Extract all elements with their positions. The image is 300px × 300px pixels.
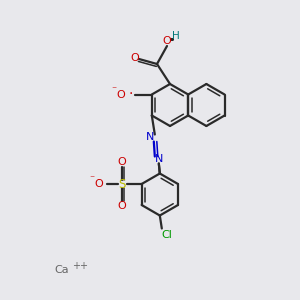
Text: Ca: Ca — [55, 265, 69, 275]
Text: ⁻: ⁻ — [89, 174, 94, 184]
Text: ++: ++ — [72, 261, 88, 271]
Text: O: O — [117, 157, 126, 167]
Text: O: O — [94, 179, 103, 189]
Text: N: N — [154, 154, 163, 164]
Text: O: O — [117, 201, 126, 211]
Text: O: O — [163, 36, 171, 46]
Text: ⁻: ⁻ — [112, 85, 117, 95]
Text: Cl: Cl — [161, 230, 172, 241]
Text: N: N — [146, 133, 154, 142]
Text: H: H — [172, 31, 180, 41]
Text: O: O — [116, 89, 125, 100]
Text: O: O — [130, 53, 140, 63]
Text: ·: · — [97, 175, 101, 188]
Text: ·: · — [129, 88, 133, 101]
Text: S: S — [118, 178, 125, 190]
